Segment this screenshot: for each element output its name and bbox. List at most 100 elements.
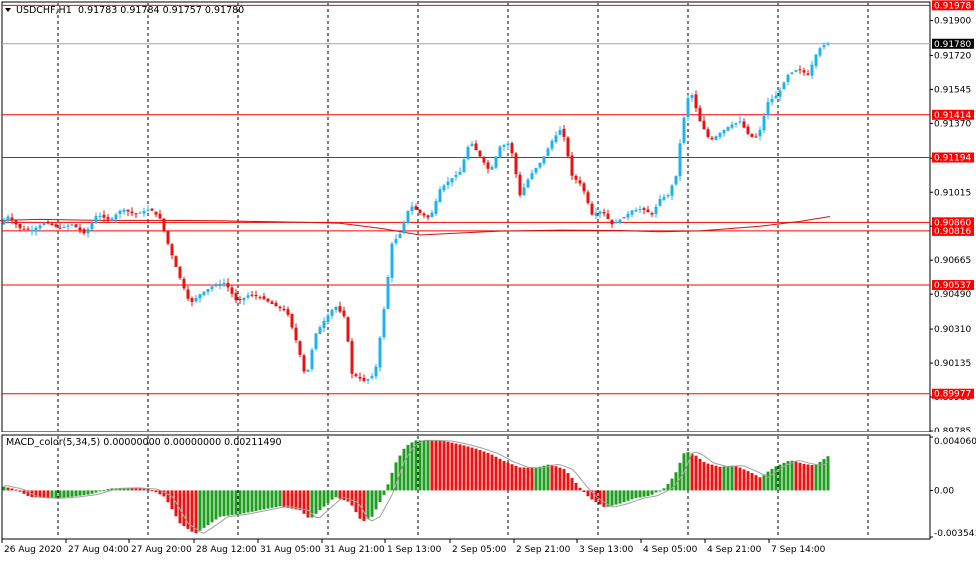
time-tick-label: 27 Aug 20:00: [131, 545, 192, 555]
macd-bar: [718, 466, 722, 491]
candle-up: [370, 376, 374, 379]
time-tick-label: 31 Aug 21:00: [324, 545, 385, 555]
macd-bar: [62, 490, 66, 498]
candle-up: [446, 181, 450, 186]
macd-bar: [642, 490, 646, 497]
current-price-label-bg: [932, 38, 974, 49]
candle-up: [458, 171, 462, 175]
macd-bar: [118, 488, 122, 491]
candle-down: [342, 310, 346, 317]
candle-up: [70, 224, 74, 226]
macd-bar: [630, 490, 634, 500]
macd-bar: [546, 464, 550, 491]
candle-up: [818, 48, 822, 56]
candle-down: [586, 192, 590, 203]
macd-bar: [338, 490, 342, 499]
macd-bar: [614, 490, 618, 505]
macd-bar: [654, 490, 658, 493]
macd-bar: [130, 487, 134, 491]
candle-down: [262, 296, 266, 300]
candle-up: [322, 320, 326, 329]
candle-up: [618, 219, 622, 224]
level-label-bg: [932, 217, 974, 228]
candle-down: [130, 211, 134, 214]
candle-up: [394, 238, 398, 244]
macd-tick-label: 0.00: [934, 486, 954, 496]
macd-bar: [566, 473, 570, 491]
candle-down: [570, 155, 574, 176]
candle-down: [362, 377, 366, 381]
vertical-grid: [57, 3, 869, 538]
macd-bar: [750, 473, 754, 491]
macd-bar: [226, 490, 230, 516]
macd-bar: [42, 490, 46, 498]
candle-down: [750, 133, 754, 137]
candle-up: [498, 146, 502, 158]
macd-bar: [730, 465, 734, 491]
candle-up: [242, 297, 246, 301]
macd-bar: [358, 490, 362, 519]
candle-up: [38, 225, 42, 229]
candle-up: [366, 379, 370, 381]
price-tick-label: 0.90665: [934, 256, 971, 266]
macd-bar: [446, 441, 450, 491]
macd-bar: [210, 490, 214, 523]
candle-up: [386, 276, 390, 309]
macd-bar: [798, 462, 802, 491]
time-tick-label: 31 Aug 05:00: [260, 545, 321, 555]
candle-down: [294, 327, 298, 341]
macd-bar: [162, 490, 166, 497]
candle-down: [802, 70, 806, 73]
candle-up: [438, 189, 442, 203]
macd-bar: [198, 490, 202, 531]
macd-bar: [266, 490, 270, 509]
macd-bar: [38, 490, 42, 498]
candle-up: [206, 288, 210, 293]
candle-up: [810, 64, 814, 76]
candle-up: [462, 159, 466, 173]
chevron-down-icon[interactable]: [5, 8, 11, 12]
macd-bar: [602, 490, 606, 507]
macd-bar: [302, 490, 306, 514]
macd-bar: [550, 464, 554, 491]
macd-bar: [274, 490, 278, 507]
candle-down: [54, 224, 58, 227]
candle-down: [562, 128, 566, 137]
price-tick-label: 0.91720: [934, 51, 971, 61]
candle-down: [510, 143, 514, 154]
price-tick-label: 0.91545: [934, 85, 971, 95]
candle-up: [334, 306, 338, 310]
pane-separator[interactable]: [0, 432, 976, 435]
candle-up: [210, 286, 214, 290]
candle-up: [734, 122, 738, 125]
candle-down: [270, 301, 274, 305]
candle-down: [486, 162, 490, 169]
candle-down: [602, 212, 606, 214]
candle-down: [354, 374, 358, 377]
macd-bar: [134, 488, 138, 491]
macd-tick-label: 0.0040608: [934, 437, 976, 447]
candle-down: [286, 309, 290, 315]
macd-bar: [46, 490, 50, 499]
time-tick-label: 7 Sep 14:00: [771, 545, 826, 555]
macd-bar: [206, 490, 210, 526]
candle-down: [346, 317, 350, 342]
candle-up: [722, 129, 726, 134]
price-tick-label: 0.90490: [934, 290, 971, 300]
candle-down: [158, 213, 162, 219]
current-price-label: 0.91780: [934, 40, 971, 50]
candle-up: [614, 221, 618, 224]
candle-down: [134, 213, 138, 215]
macd-bar: [570, 477, 574, 491]
macd-bar: [686, 452, 690, 491]
macd-bar: [482, 451, 486, 491]
candle-up: [142, 211, 146, 214]
candle-down: [258, 297, 262, 299]
candle-down: [358, 376, 362, 379]
candle-up: [662, 197, 666, 200]
macd-bar: [138, 488, 142, 491]
time-tick-label: 2 Sep 21:00: [516, 545, 571, 555]
macd-bar: [510, 464, 514, 491]
